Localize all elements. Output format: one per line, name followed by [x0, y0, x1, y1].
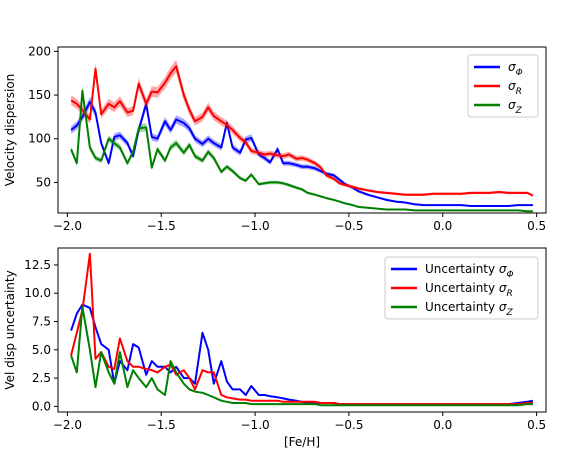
x-tick-label: −1.0: [241, 219, 270, 233]
y-tick-label: 100: [28, 132, 51, 146]
x-axis-label: [Fe/H]: [284, 435, 320, 449]
legend-label: σR: [508, 79, 522, 97]
legend-label: Uncertainty σZ: [425, 300, 514, 318]
x-tick-label: −1.5: [147, 418, 176, 432]
y-tick-label: 0.0: [32, 399, 51, 413]
y-axis-label: Velocity dispersion: [3, 74, 17, 187]
x-tick-label: 0.0: [433, 418, 452, 432]
y-axis-label: Vel disp uncertainty: [3, 270, 17, 389]
x-tick-label: −2.0: [53, 219, 82, 233]
legend-label: Uncertainty σR: [425, 281, 513, 299]
series-group: [70, 59, 534, 213]
y-tick-label: 10.0: [24, 286, 51, 300]
y-tick-label: 7.5: [32, 315, 51, 329]
velocity-dispersion-panel: −2.0 −1.5 −1.0 −0.5 0.0 0.5 50 100 150 200 Velocit…: [3, 44, 547, 233]
y-tick-label: 5.0: [32, 343, 51, 357]
series-line-1: [70, 252, 533, 406]
x-tick-label: −2.0: [53, 418, 82, 432]
axes-frame: [57, 46, 547, 214]
y-tick-label: 50: [36, 175, 51, 189]
x-tick-label: −1.0: [241, 418, 270, 432]
x-tick-label: 0.5: [527, 219, 546, 233]
x-tick-label: −1.5: [147, 219, 176, 233]
series-group: [70, 252, 534, 407]
axes-frame: [57, 247, 547, 413]
y-tick-label: 12.5: [24, 258, 51, 272]
series-line-1: [70, 65, 534, 197]
series-line-2: [70, 305, 533, 407]
y-tick-label: 2.5: [32, 371, 51, 385]
series-line-2: [70, 89, 533, 213]
x-tick-label: 0.0: [433, 219, 452, 233]
legend-label: Uncertainty σΦ: [425, 262, 514, 280]
legend-label: σΦ: [508, 60, 523, 78]
x-tick-label: −0.5: [334, 219, 363, 233]
x-tick-label: −0.5: [334, 418, 363, 432]
legend-label: σZ: [508, 98, 523, 116]
series-line-0: [70, 303, 534, 406]
x-tick-label: 0.5: [527, 418, 546, 432]
y-tick-label: 150: [28, 88, 51, 102]
uncertainty-panel: −2.0 −1.5 −1.0 −0.5 0.0 0.5 0.0 2.5 5.0 7.5 10.0 12…: [3, 247, 547, 449]
y-tick-label: 200: [28, 44, 51, 58]
